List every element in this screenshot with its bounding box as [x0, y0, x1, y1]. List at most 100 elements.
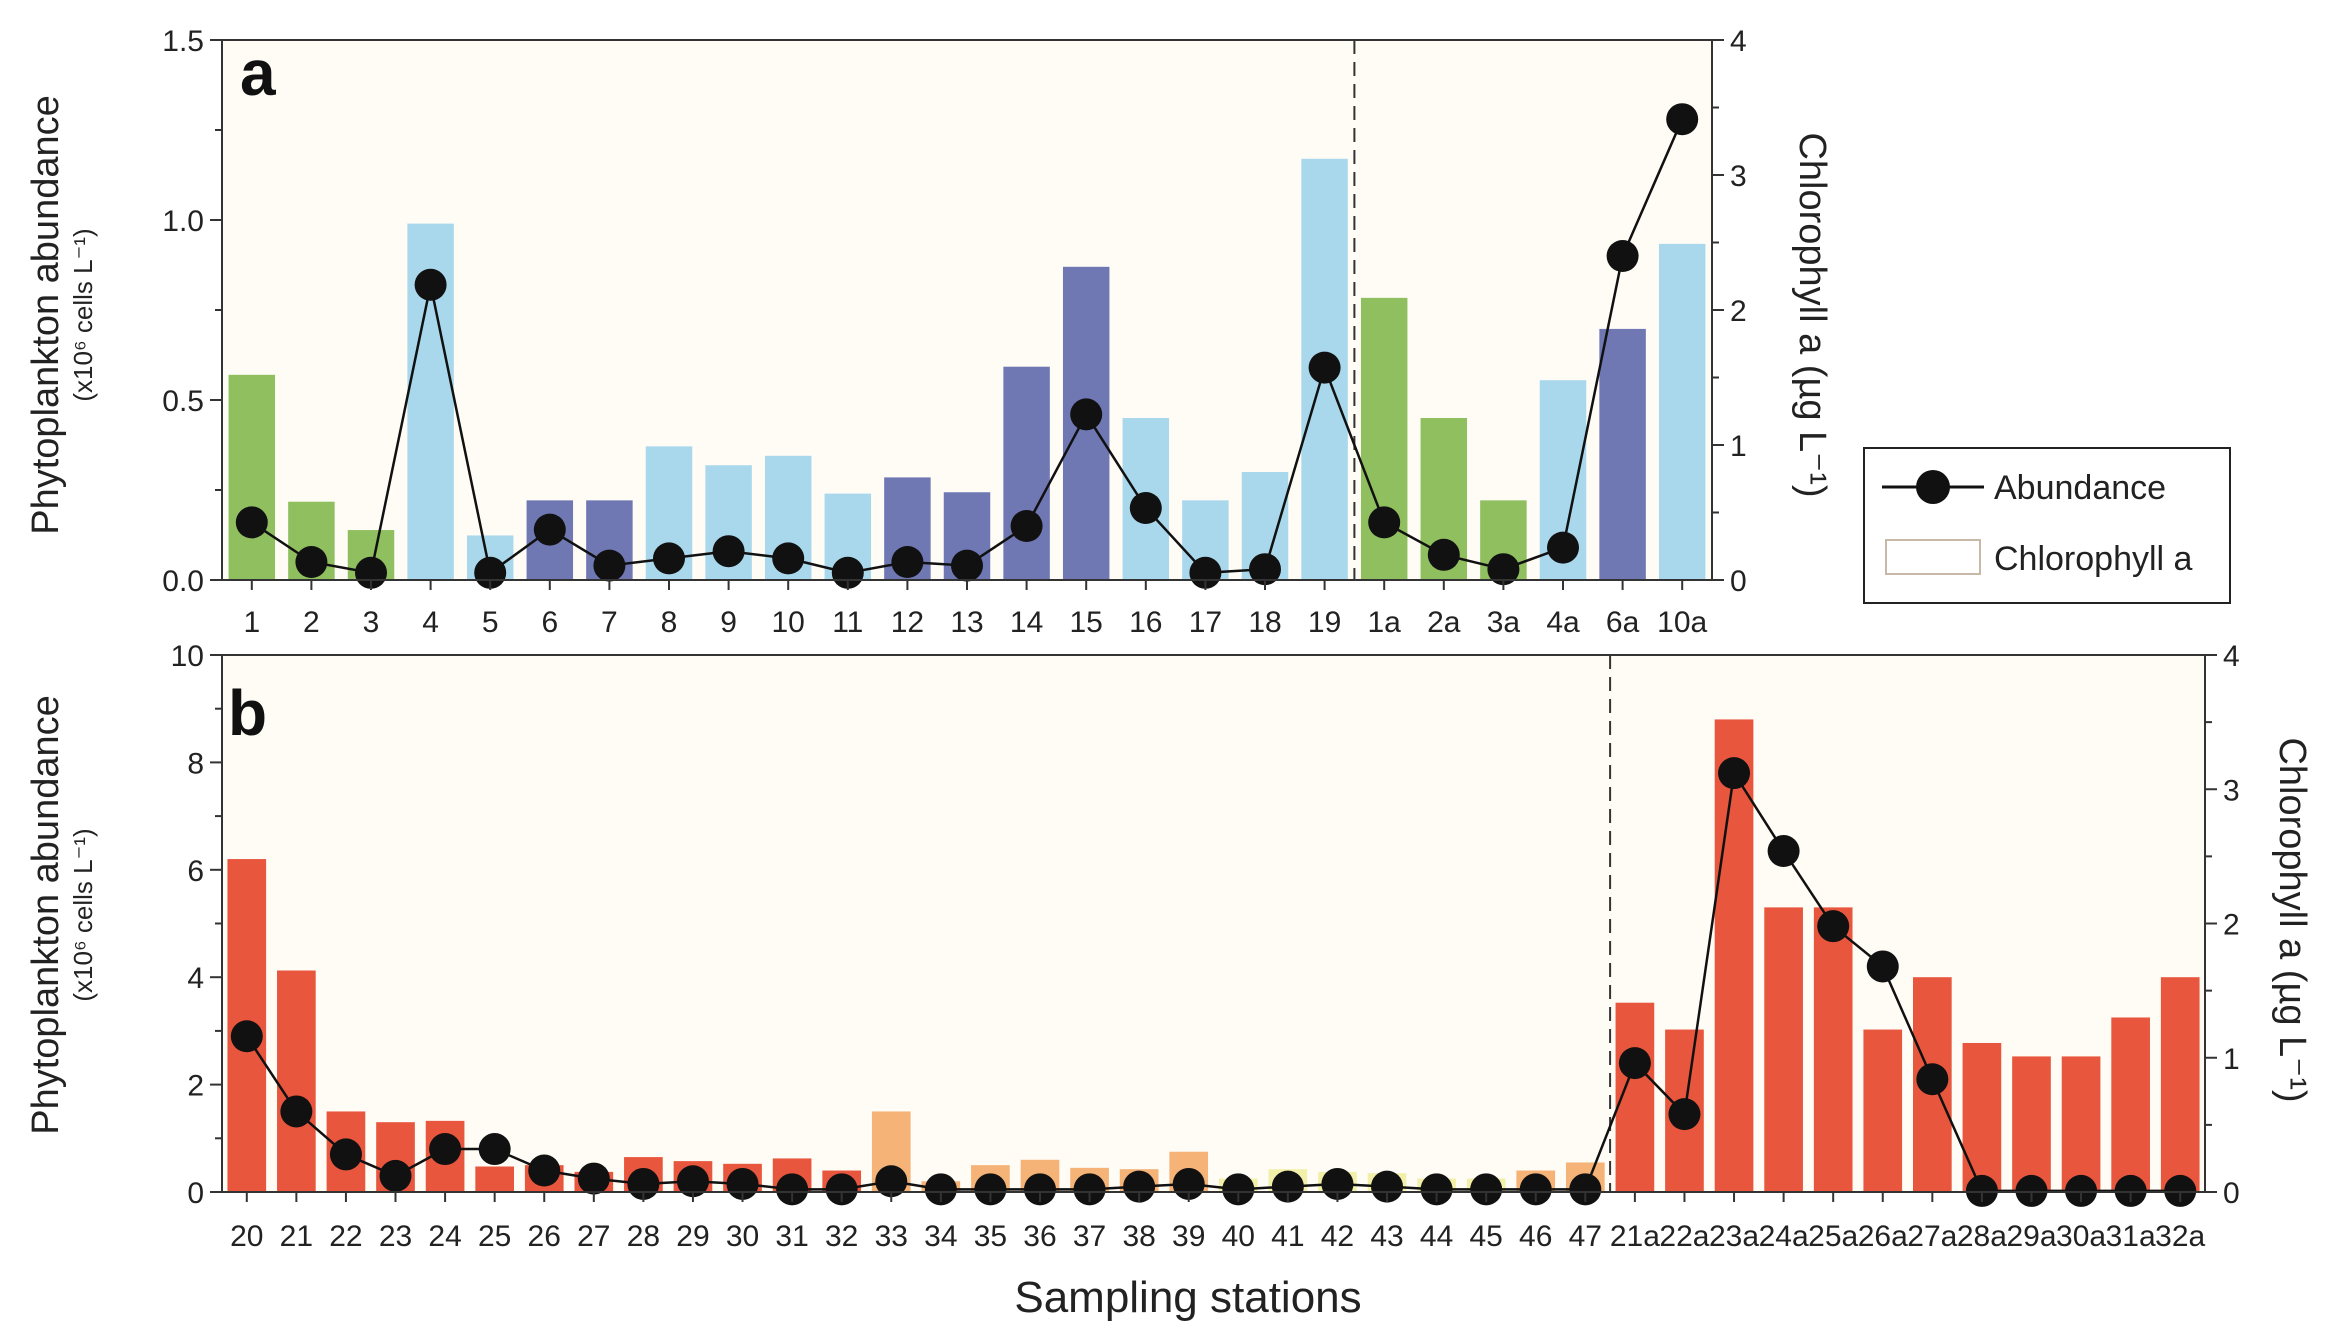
x-tick-label-4a: 4a — [1546, 606, 1580, 639]
x-tick-label-22: 22 — [329, 1220, 362, 1253]
abundance-point-16 — [1129, 492, 1162, 524]
x-tick-label-11: 11 — [832, 606, 863, 639]
abundance-point-26a — [1866, 950, 1899, 983]
right-axis-tick-label: 2 — [2223, 909, 2240, 942]
x-tick-label-15: 15 — [1070, 606, 1103, 639]
chlorophyll-bar-21 — [277, 970, 316, 1192]
chlorophyll-bar-29a — [2012, 1056, 2051, 1192]
abundance-point-6 — [533, 513, 566, 546]
x-tick-label-41: 41 — [1271, 1220, 1304, 1253]
panel-b-y2label: Chlorophyll a (µg L⁻¹) — [2271, 737, 2313, 1102]
right-axis-tick-label: 0 — [1730, 565, 1747, 598]
x-tick-label-9: 9 — [720, 606, 737, 639]
left-axis-tick-label: 1.0 — [162, 205, 204, 238]
abundance-point-35 — [974, 1173, 1007, 1206]
chlorophyll-bar-30a — [2061, 1056, 2101, 1192]
legend-chlorophyll-label: Chlorophyll a — [1994, 540, 2193, 578]
chlorophyll-bar-23a — [1714, 719, 1754, 1192]
left-axis-tick-label: 2 — [187, 1070, 204, 1103]
abundance-point-30a — [2065, 1174, 2098, 1207]
x-tick-label-38: 38 — [1122, 1220, 1155, 1253]
panel-b-abundance-line — [245, 769, 2181, 1193]
legend: Abundance Chlorophyll a — [1863, 447, 2231, 604]
x-axis-title: Sampling stations — [1014, 1273, 1361, 1322]
panel-b-right-axis: 0 1 2 3 4 — [2205, 640, 2240, 1210]
panel-a-left-axis: 0.0 0.5 1.0 1.5 — [162, 25, 222, 598]
abundance-point-2a — [1427, 538, 1460, 571]
abundance-point-44 — [1420, 1173, 1453, 1206]
right-axis-tick-label: 3 — [2223, 774, 2240, 807]
panel-b-ylabel: Phytoplankton abundance — [25, 695, 67, 1134]
legend-abundance-label: Abundance — [1994, 469, 2166, 507]
x-tick-label-6a: 6a — [1606, 606, 1640, 639]
chlorophyll-bar-14 — [1003, 366, 1050, 580]
x-tick-label-45: 45 — [1469, 1220, 1502, 1253]
x-tick-label-47: 47 — [1569, 1220, 1602, 1253]
abundance-point-26 — [528, 1154, 561, 1187]
panel-b-x-axis: 20 21 22 23 24 25 26 27 28 29 30 31 32 33 34 35 36 37 38 39… — [230, 1192, 2206, 1253]
abundance-point-2 — [295, 546, 328, 578]
x-tick-label-10: 10 — [772, 606, 805, 639]
panel-b-plot-area — [222, 655, 2205, 1192]
panel-a-right-axis: 0 1 2 3 4 — [1712, 25, 1747, 598]
abundance-point-29a — [2015, 1174, 2048, 1207]
x-tick-label-4: 4 — [422, 606, 439, 639]
panel-b-left-axis: 0 2 4 6 8 10 — [171, 640, 222, 1210]
abundance-point-37 — [1073, 1173, 1106, 1206]
panel-a-ylabel: Phytoplankton abundance — [25, 95, 67, 534]
x-tick-label-26: 26 — [528, 1220, 561, 1253]
abundance-point-46 — [1519, 1173, 1552, 1206]
abundance-point-19 — [1308, 351, 1341, 384]
x-tick-label-29: 29 — [676, 1220, 709, 1253]
abundance-point-22 — [329, 1138, 362, 1171]
x-tick-label-12: 12 — [891, 606, 924, 639]
abundance-point-13 — [951, 549, 983, 582]
abundance-point-23a — [1718, 757, 1751, 790]
abundance-point-24 — [429, 1133, 462, 1166]
abundance-point-18 — [1249, 553, 1281, 586]
x-tick-label-24a: 24a — [1759, 1220, 1809, 1253]
chlorophyll-bar-25a — [1813, 907, 1853, 1192]
abundance-point-27 — [577, 1162, 610, 1195]
abundance-point-14 — [1010, 510, 1043, 542]
x-tick-label-27: 27 — [577, 1220, 610, 1253]
chlorophyll-bar-24a — [1764, 907, 1803, 1192]
abundance-point-34 — [924, 1173, 957, 1206]
abundance-point-41 — [1271, 1170, 1304, 1203]
left-axis-tick-label: 10 — [171, 640, 204, 673]
right-axis-tick-label: 2 — [1730, 295, 1747, 328]
abundance-point-43 — [1371, 1170, 1404, 1203]
abundance-point-10a — [1666, 103, 1699, 136]
x-tick-label-19: 19 — [1308, 606, 1341, 639]
left-axis-tick-label: 8 — [187, 747, 204, 780]
abundance-point-25a — [1817, 910, 1850, 943]
abundance-point-29 — [676, 1165, 709, 1198]
left-axis-tick-label: 4 — [187, 962, 204, 995]
left-axis-tick-label: 0.5 — [162, 385, 204, 418]
x-tick-label-23a: 23a — [1709, 1220, 1759, 1253]
abundance-point-40 — [1222, 1173, 1255, 1206]
x-tick-label-32a: 32a — [2155, 1220, 2205, 1253]
x-tick-label-7: 7 — [601, 606, 618, 639]
right-axis-tick-label: 3 — [1730, 160, 1747, 193]
abundance-point-31 — [776, 1173, 809, 1206]
x-tick-label-2: 2 — [303, 606, 320, 639]
abundance-point-32 — [825, 1173, 858, 1206]
abundance-point-7 — [593, 549, 626, 582]
left-axis-tick-label: 0.0 — [162, 565, 204, 598]
x-tick-label-21: 21 — [280, 1220, 313, 1253]
x-tick-label-10a: 10a — [1657, 606, 1707, 639]
abundance-point-1 — [235, 506, 268, 539]
abundance-point-21a — [1618, 1047, 1651, 1080]
x-tick-label-13: 13 — [950, 606, 983, 639]
abundance-point-32a — [2164, 1174, 2197, 1207]
x-tick-label-24: 24 — [428, 1220, 461, 1253]
panel-b-ylabel-units: (x10⁶ cells L⁻¹) — [68, 828, 98, 1001]
abundance-point-24a — [1767, 835, 1800, 868]
abundance-point-23 — [379, 1159, 412, 1192]
x-tick-label-25a: 25a — [1808, 1220, 1858, 1253]
chlorophyll-bar-32a — [2160, 977, 2200, 1192]
x-tick-label-40: 40 — [1222, 1220, 1255, 1253]
